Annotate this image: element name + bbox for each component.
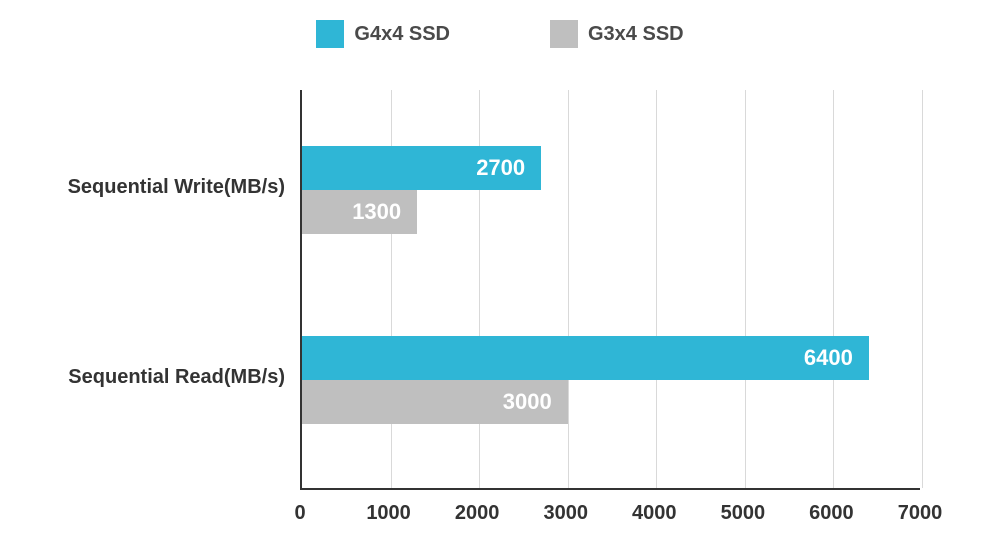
legend-item-g4x4: G4x4 SSD [316, 20, 450, 48]
gridline [922, 90, 923, 488]
legend-item-g3x4: G3x4 SSD [550, 20, 684, 48]
legend-label-g3x4: G3x4 SSD [588, 23, 684, 46]
x-tick-label: 4000 [632, 502, 677, 525]
x-tick-label: 6000 [809, 502, 854, 525]
bar-write-g3x4: 1300 [302, 190, 417, 234]
bar-value-read-g4x4: 6400 [804, 345, 853, 371]
category-label-write: Sequential Write(MB/s) [68, 176, 285, 199]
bar-value-read-g3x4: 3000 [503, 389, 552, 415]
x-tick-label: 5000 [721, 502, 766, 525]
x-tick-label: 2000 [455, 502, 500, 525]
category-label-read: Sequential Read(MB/s) [68, 366, 285, 389]
x-tick-label: 0 [294, 502, 305, 525]
bar-value-write-g4x4: 2700 [476, 155, 525, 181]
legend-swatch-g3x4 [550, 20, 578, 48]
x-tick-label: 3000 [543, 502, 588, 525]
ssd-speed-chart: G4x4 SSD G3x4 SSD Sequential Write(MB/s)… [0, 0, 1000, 549]
gridline [745, 90, 746, 488]
gridline [568, 90, 569, 488]
bar-value-write-g3x4: 1300 [352, 199, 401, 225]
legend: G4x4 SSD G3x4 SSD [0, 20, 1000, 48]
x-tick-label: 7000 [898, 502, 943, 525]
x-tick-label: 1000 [366, 502, 411, 525]
legend-swatch-g4x4 [316, 20, 344, 48]
bar-read-g3x4: 3000 [302, 380, 568, 424]
bar-write-g4x4: 2700 [302, 146, 541, 190]
gridline [833, 90, 834, 488]
legend-label-g4x4: G4x4 SSD [354, 23, 450, 46]
bar-read-g4x4: 6400 [302, 336, 869, 380]
gridline [656, 90, 657, 488]
